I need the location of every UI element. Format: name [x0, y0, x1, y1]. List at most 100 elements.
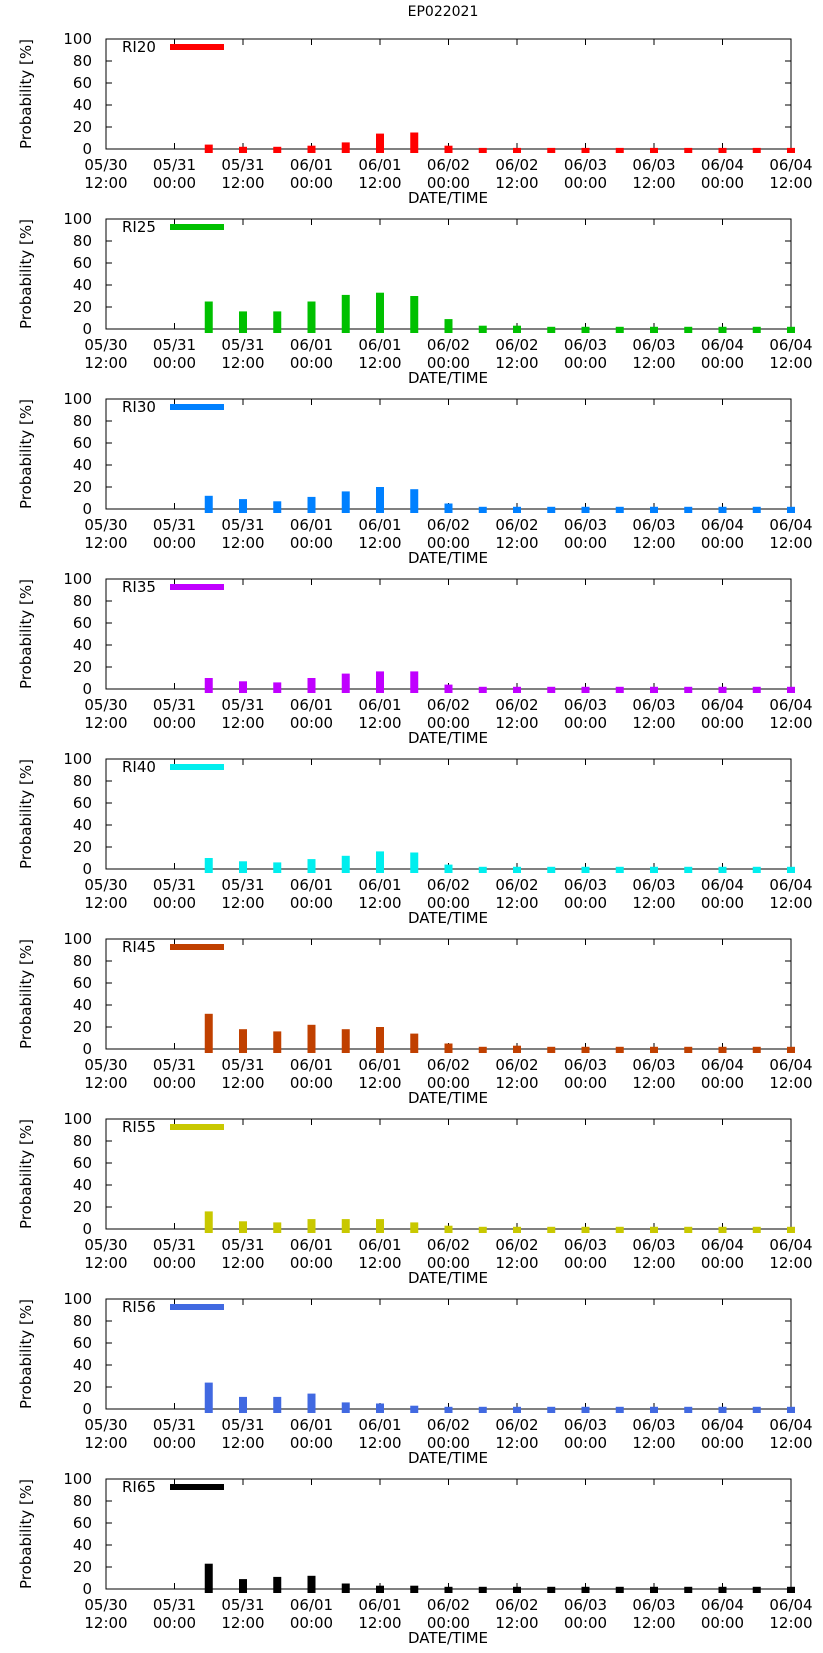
x-tick-date: 06/02	[427, 876, 470, 894]
x-tick-date: 06/01	[290, 696, 333, 714]
x-tick-label: 06/04 00:00	[701, 696, 744, 732]
x-tick-time: 12:00	[358, 174, 401, 192]
y-tick-label: 40	[73, 1356, 92, 1374]
x-tick-date: 06/04	[769, 1236, 812, 1254]
x-tick-time: 00:00	[701, 174, 744, 192]
bar	[787, 506, 795, 513]
bar	[752, 686, 761, 693]
x-tick-date: 05/31	[153, 1236, 196, 1254]
x-tick-time: 00:00	[701, 1254, 744, 1272]
x-tick-time: 12:00	[495, 1254, 538, 1272]
bar	[718, 1226, 727, 1233]
x-tick-date: 06/02	[427, 516, 470, 534]
y-tick-label: 0	[82, 1580, 92, 1598]
x-tick-date: 05/30	[84, 1056, 127, 1074]
bar	[376, 487, 384, 513]
x-tick-label: 06/01 12:00	[358, 516, 401, 552]
x-tick-date: 06/02	[495, 1416, 538, 1434]
y-tick-label: 40	[73, 456, 92, 474]
x-tick-date: 06/02	[495, 156, 538, 174]
x-tick-label: 06/04 12:00	[769, 516, 812, 552]
x-tick-date: 06/01	[358, 876, 401, 894]
y-tick-label: 100	[63, 1110, 92, 1128]
bar	[204, 1013, 213, 1053]
bar	[752, 326, 761, 333]
bar	[547, 866, 556, 873]
y-axis-label: Probability [%]	[17, 579, 35, 689]
bar	[376, 851, 384, 873]
x-tick-label: 06/03 00:00	[564, 696, 607, 732]
x-tick-time: 12:00	[495, 1074, 538, 1092]
bar	[752, 1406, 761, 1413]
x-tick-date: 06/01	[358, 1596, 401, 1614]
x-tick-time: 12:00	[769, 534, 812, 552]
x-tick-time: 00:00	[290, 1434, 333, 1452]
x-tick-time: 00:00	[701, 894, 744, 912]
x-tick-label: 06/01 00:00	[290, 156, 333, 192]
y-tick-label: 100	[63, 30, 92, 48]
x-tick-time: 00:00	[153, 894, 196, 912]
y-tick-label: 0	[82, 320, 92, 338]
x-tick-date: 06/01	[290, 1056, 333, 1074]
x-tick-date: 06/03	[564, 1416, 607, 1434]
y-tick-label: 60	[73, 794, 92, 812]
x-tick-label: 06/04 00:00	[701, 1596, 744, 1632]
x-tick-label: 05/31 12:00	[221, 696, 264, 732]
x-tick-label: 06/01 00:00	[290, 1596, 333, 1632]
y-tick-label: 20	[73, 1558, 92, 1576]
y-axis-label: Probability [%]	[17, 1479, 35, 1589]
x-tick-time: 12:00	[84, 354, 127, 372]
x-tick-time: 00:00	[564, 1614, 607, 1632]
bar	[787, 866, 795, 873]
bar	[204, 1382, 213, 1413]
y-tick-label: 80	[73, 592, 92, 610]
x-axis-label: DATE/TIME	[408, 1449, 488, 1467]
x-tick-date: 06/04	[701, 1596, 744, 1614]
bar	[478, 325, 487, 333]
x-tick-label: 06/04 12:00	[769, 156, 812, 192]
x-tick-label: 05/31 12:00	[221, 1416, 264, 1452]
bar	[650, 1226, 658, 1233]
x-tick-date: 05/31	[153, 876, 196, 894]
bar	[752, 147, 761, 153]
x-tick-date: 05/31	[221, 156, 264, 174]
bar	[513, 506, 521, 513]
bar	[581, 1406, 590, 1413]
bar	[547, 686, 556, 693]
bar	[547, 506, 556, 513]
x-tick-date: 06/01	[358, 1416, 401, 1434]
bar	[410, 1222, 419, 1233]
x-tick-date: 05/31	[221, 876, 264, 894]
bar	[650, 147, 658, 153]
bar	[752, 506, 761, 513]
y-tick-label: 100	[63, 750, 92, 768]
x-tick-date: 06/03	[632, 336, 675, 354]
y-tick-label: 100	[63, 1470, 92, 1488]
x-tick-label: 05/31 12:00	[221, 876, 264, 912]
x-tick-time: 00:00	[290, 714, 333, 732]
bar	[410, 132, 419, 153]
x-tick-date: 06/02	[495, 516, 538, 534]
bar	[239, 1579, 247, 1593]
bar	[718, 326, 727, 333]
x-tick-time: 00:00	[153, 174, 196, 192]
x-tick-date: 06/04	[701, 336, 744, 354]
y-tick-label: 0	[82, 1400, 92, 1418]
x-tick-label: 05/30 12:00	[84, 1596, 127, 1632]
y-tick-label: 100	[63, 570, 92, 588]
x-tick-date: 06/04	[701, 876, 744, 894]
y-tick-label: 60	[73, 254, 92, 272]
x-tick-label: 06/02 12:00	[495, 156, 538, 192]
bar	[684, 686, 693, 693]
x-tick-date: 05/31	[153, 1596, 196, 1614]
x-tick-date: 06/01	[290, 1596, 333, 1614]
x-tick-time: 12:00	[769, 1434, 812, 1452]
x-tick-label: 06/02 12:00	[495, 1416, 538, 1452]
x-tick-label: 06/01 00:00	[290, 876, 333, 912]
legend-label: RI25	[122, 218, 156, 236]
x-tick-date: 05/31	[221, 1236, 264, 1254]
bar	[787, 1046, 795, 1053]
bar	[478, 1406, 487, 1413]
